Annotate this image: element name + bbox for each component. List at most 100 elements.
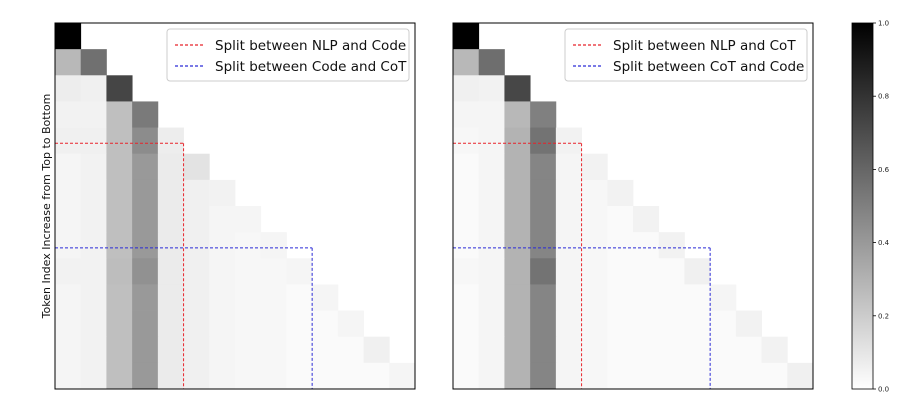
heatmap-cell (337, 310, 364, 338)
heatmap-cell (80, 127, 107, 155)
heatmap-cell (581, 179, 608, 207)
legend-left: Split between NLP and Code Split between … (166, 28, 410, 82)
heatmap-cell (504, 127, 531, 155)
heatmap-cell (581, 284, 608, 311)
heatmap-cell (658, 336, 685, 364)
heatmap-cell (260, 362, 287, 390)
heatmap-cell (453, 49, 480, 76)
heatmap-cell (530, 153, 557, 181)
heatmap-cell (55, 101, 82, 128)
heatmap-cell (710, 310, 737, 338)
heatmap-cell (80, 232, 107, 259)
heatmap-cell (530, 362, 557, 390)
heatmap-cell (183, 284, 210, 311)
heatmap-cell (633, 362, 660, 390)
heatmap-cell (581, 336, 608, 364)
heatmap-panel-left: Split between NLP and Code Split between … (54, 22, 416, 390)
heatmap-cell (209, 284, 236, 311)
heatmap-cell (607, 284, 634, 311)
heatmap-cell (478, 232, 505, 259)
heatmap-cell (183, 232, 210, 259)
heatmap-cell (55, 127, 82, 155)
heatmap-cell (157, 362, 184, 390)
heatmap-cell (478, 362, 505, 390)
heatmap-cell (157, 206, 184, 233)
heatmap-cell (658, 258, 685, 285)
heatmap-cell (106, 310, 133, 338)
heatmap-cell (504, 75, 531, 102)
heatmap-cell (209, 179, 236, 207)
heatmap-cell (235, 232, 262, 259)
heatmap-cell (453, 310, 480, 338)
heatmap-cell (157, 179, 184, 207)
heatmap-cell (286, 336, 313, 364)
heatmap-cell (710, 284, 737, 311)
heatmap-cell (80, 310, 107, 338)
colorbar-tick-label: 0.2 (878, 312, 889, 320)
heatmap-cell (761, 336, 788, 364)
heatmap-cell (453, 179, 480, 207)
heatmap-cell (504, 362, 531, 390)
heatmap-cell (787, 362, 814, 390)
heatmap-cell (555, 336, 582, 364)
heatmap-cell (581, 258, 608, 285)
heatmap-cell (530, 179, 557, 207)
heatmap-cell (530, 336, 557, 364)
heatmap-cell (530, 127, 557, 155)
heatmap-cell (132, 206, 159, 233)
heatmap-cell (235, 284, 262, 311)
heatmap-cell (106, 179, 133, 207)
heatmap-cell (55, 336, 82, 364)
heatmap-cell (555, 362, 582, 390)
heatmap-cell (106, 362, 133, 390)
split-lines-left (55, 142, 313, 389)
heatmap-cell (209, 336, 236, 364)
heatmap-cell (735, 336, 762, 364)
heatmap-cell (555, 153, 582, 181)
heatmap-cell (607, 232, 634, 259)
heatmap-cell (183, 258, 210, 285)
heatmap-cell (235, 206, 262, 233)
heatmap-cell (106, 232, 133, 259)
heatmap-cell (106, 101, 133, 128)
heatmap-cell (312, 336, 339, 364)
heatmap-cell (209, 310, 236, 338)
heatmap-cell (80, 336, 107, 364)
heatmap-cell (633, 232, 660, 259)
heatmap-cell (633, 284, 660, 311)
heatmap-cell (55, 258, 82, 285)
panel-frame-left (54, 22, 416, 390)
heatmap-cell (209, 232, 236, 259)
heatmap-cell (453, 23, 480, 50)
colorbar-tick-label: 1.0 (878, 20, 889, 28)
heatmap-cell (735, 362, 762, 390)
heatmap-cell (132, 284, 159, 311)
heatmap-cell (312, 284, 339, 311)
heatmap-cell (504, 179, 531, 207)
heatmap-cell (312, 362, 339, 390)
heatmap-cell (710, 336, 737, 364)
heatmap-cell (235, 362, 262, 390)
heatmap-cell (157, 127, 184, 155)
heatmap-cell (132, 127, 159, 155)
heatmap-cell (607, 179, 634, 207)
heatmap-cell (478, 101, 505, 128)
heatmap-cell (453, 362, 480, 390)
heatmap-cell (453, 206, 480, 233)
heatmap-cell (658, 284, 685, 311)
heatmap-cell (530, 258, 557, 285)
heatmap-cell (55, 284, 82, 311)
heatmap-cell (55, 153, 82, 181)
heatmap-cells-left (55, 23, 416, 390)
heatmap-cell (581, 232, 608, 259)
heatmap-cell (235, 336, 262, 364)
heatmap-cell (658, 362, 685, 390)
heatmap-cell (286, 284, 313, 311)
heatmap-cell (157, 258, 184, 285)
heatmap-cell (453, 75, 480, 102)
heatmap-cell (504, 310, 531, 338)
heatmap-cell (504, 232, 531, 259)
heatmap-cell (286, 258, 313, 285)
colorbar-gradient (851, 22, 874, 390)
